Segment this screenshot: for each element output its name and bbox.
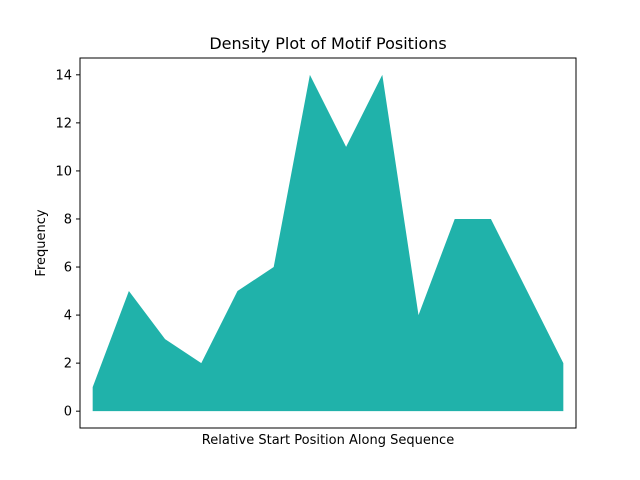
chart-title: Density Plot of Motif Positions [209,34,446,53]
y-axis-label: Frequency [34,209,49,276]
x-axis-label: Relative Start Position Along Sequence [202,433,454,448]
area-fill [92,74,564,412]
y-tick-label: 4 [64,309,72,324]
y-tick-label: 10 [55,164,72,179]
y-tick-label: 12 [55,116,72,131]
plot-frame [79,57,577,429]
y-tick-label: 2 [64,357,72,372]
y-tick-label: 8 [64,212,72,227]
y-tick-label: 0 [64,405,72,420]
y-tick-label: 14 [55,68,72,83]
area-series [92,74,564,412]
y-axis: 0 2 4 6 8 10 12 14 [55,68,80,420]
y-tick-label: 6 [64,261,72,276]
